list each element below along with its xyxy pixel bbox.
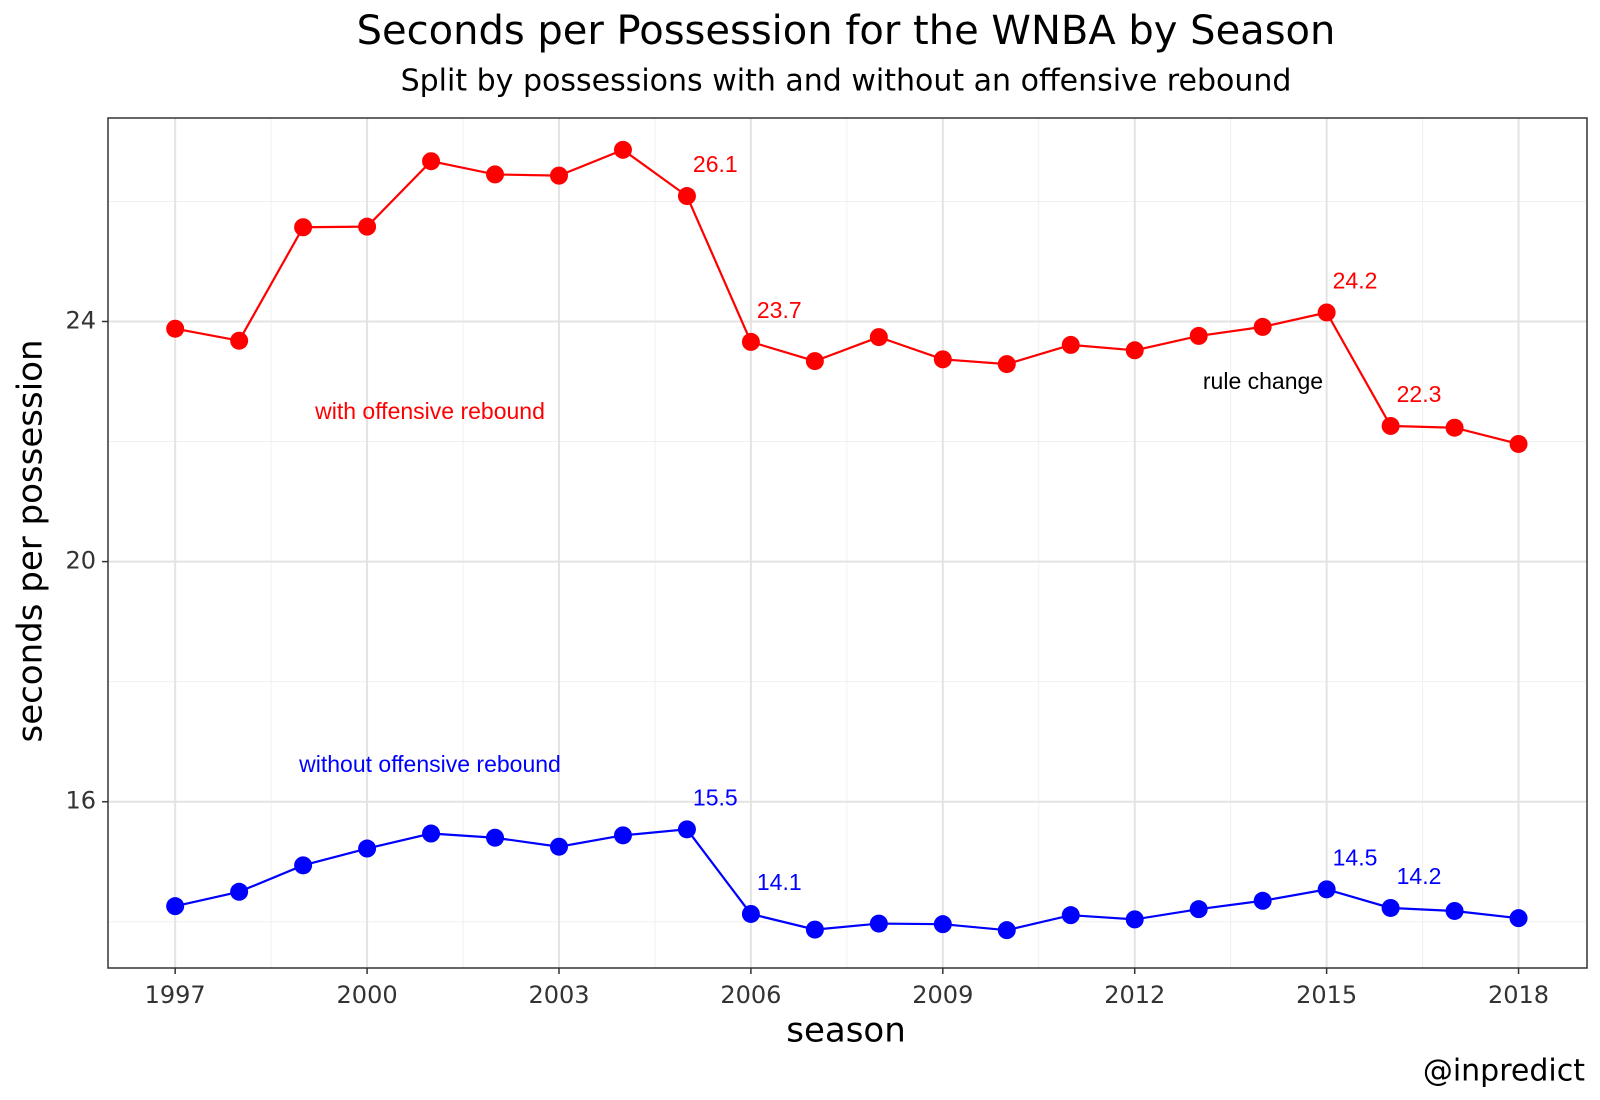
data-point <box>1061 335 1080 354</box>
x-tick-label: 2003 <box>528 981 589 1009</box>
plot-border <box>107 117 1588 969</box>
data-point <box>933 915 952 934</box>
data-point <box>1509 909 1528 928</box>
data-point <box>805 920 824 939</box>
data-point <box>741 904 760 923</box>
data-point <box>741 332 760 351</box>
data-label: 14.1 <box>757 869 802 895</box>
data-label: 26.1 <box>693 151 738 177</box>
caption: @inpredict <box>1423 1054 1585 1089</box>
series-line <box>174 148 1519 446</box>
data-point <box>294 218 313 237</box>
annotation: rule change <box>1203 368 1323 394</box>
y-axis-title: seconds per possession <box>11 339 51 742</box>
data-point <box>1189 900 1208 919</box>
y-tick-label: 20 <box>65 547 96 575</box>
x-tick-label: 2015 <box>1296 981 1357 1009</box>
data-point <box>1445 418 1464 437</box>
data-point <box>1061 906 1080 925</box>
data-point <box>166 897 185 916</box>
chart-title: Seconds per Possession for the WNBA by S… <box>357 8 1336 54</box>
chart-subtitle: Split by possessions with and without an… <box>401 64 1292 99</box>
x-axis-title: season <box>786 1011 906 1051</box>
data-label: 15.5 <box>693 784 738 810</box>
data-point <box>677 187 696 206</box>
data-point <box>486 165 505 184</box>
x-tick-label: 2009 <box>912 981 973 1009</box>
x-tick-label: 2006 <box>720 981 781 1009</box>
data-point <box>933 350 952 369</box>
legend-label: with offensive rebound <box>314 398 545 424</box>
data-point <box>1317 303 1336 322</box>
data-point <box>549 837 568 856</box>
data-point <box>358 217 377 236</box>
data-point <box>613 140 632 159</box>
data-label: 14.5 <box>1333 844 1378 870</box>
data-point <box>1253 317 1272 336</box>
data-label: 23.7 <box>757 297 802 323</box>
legend-label: without offensive rebound <box>298 751 561 777</box>
data-point <box>869 328 888 347</box>
data-point <box>1253 891 1272 910</box>
data-point <box>1445 901 1464 920</box>
x-tick-label: 2012 <box>1104 981 1165 1009</box>
data-point <box>1125 341 1144 360</box>
data-point <box>422 152 441 171</box>
data-point <box>166 319 185 338</box>
data-label: 14.2 <box>1397 863 1442 889</box>
x-tick-label: 1997 <box>145 981 206 1009</box>
data-point <box>1125 910 1144 929</box>
data-point <box>1509 434 1528 453</box>
x-tick-label: 2018 <box>1488 981 1549 1009</box>
data-point <box>1381 898 1400 917</box>
data-point <box>805 352 824 371</box>
y-tick-label: 16 <box>65 787 96 815</box>
data-point <box>1381 416 1400 435</box>
data-point <box>997 921 1016 940</box>
y-tick-label: 24 <box>65 306 96 334</box>
data-point <box>294 856 313 875</box>
data-point <box>230 882 249 901</box>
data-point <box>230 331 249 350</box>
data-point <box>869 914 888 933</box>
data-point <box>486 828 505 847</box>
data-label: 24.2 <box>1333 268 1378 294</box>
series-line <box>174 828 1519 932</box>
data-point <box>997 355 1016 374</box>
data-point <box>422 824 441 843</box>
data-point <box>549 166 568 185</box>
data-point <box>358 839 377 858</box>
data-point <box>1317 880 1336 899</box>
data-point <box>1189 326 1208 345</box>
data-point <box>613 826 632 845</box>
data-label: 22.3 <box>1397 381 1442 407</box>
data-point <box>677 820 696 839</box>
x-tick-label: 2000 <box>337 981 398 1009</box>
